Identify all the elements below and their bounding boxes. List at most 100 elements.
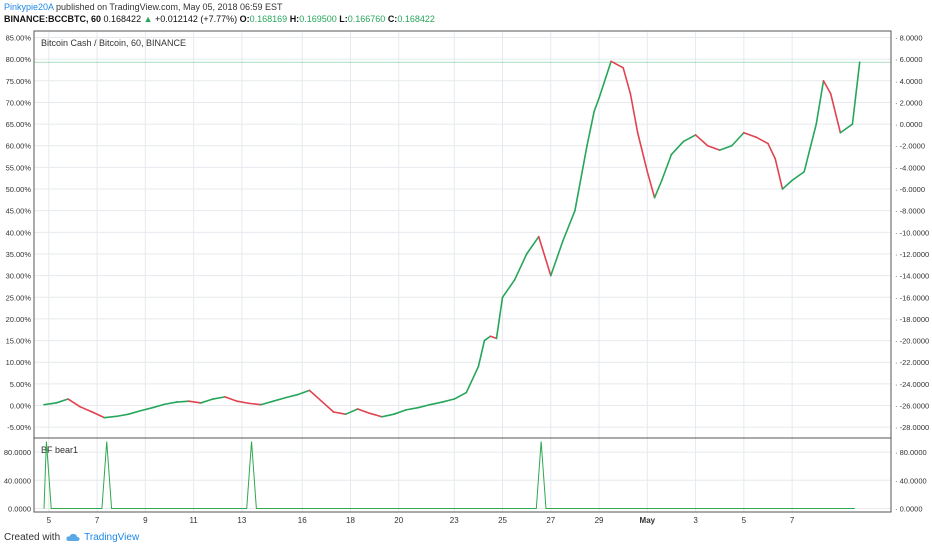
x-axis-tick-label: 11 (189, 516, 198, 525)
price-segment (417, 403, 431, 409)
left-axis-tick-label: 40.00% (6, 228, 32, 237)
price-segment (139, 406, 154, 412)
main-pane-border (33, 30, 892, 439)
price-segment (483, 335, 492, 342)
right-axis-tick-label: · -2.0000 (895, 142, 925, 151)
indicator-title: BF bear1 (41, 445, 78, 455)
price-segment (636, 131, 649, 173)
x-axis-tick-label: 16 (298, 516, 307, 525)
right-axis-tick-label: · -26.0000 (895, 402, 929, 411)
price-segment (308, 389, 323, 402)
price-segment (622, 67, 632, 95)
created-with-text: Created with (4, 532, 61, 543)
high-label: H: (289, 14, 300, 24)
right-axis-tick-label: · -8.0000 (895, 207, 925, 216)
indicator-series-line (43, 441, 855, 509)
right-axis-tick-label: · 8.0000 (895, 33, 923, 42)
price-segment (501, 279, 516, 299)
symbol-label: BINANCE:BCCBTC, 60 (4, 14, 102, 24)
price-segment (187, 400, 202, 404)
x-axis-tick-label: 29 (595, 516, 604, 525)
price-segment (453, 391, 468, 400)
price-segment (598, 60, 612, 99)
right-axis-tick-label: · -6.0000 (895, 185, 925, 194)
price-segment (429, 401, 443, 406)
price-segment (694, 134, 709, 147)
price-segment (224, 396, 238, 402)
x-axis-tick-label: 18 (346, 516, 355, 525)
x-axis-tick-label: 5 (47, 516, 52, 525)
left-axis-tick-label: 65.00% (6, 120, 32, 129)
price-segment (593, 97, 600, 112)
symbol-line: BINANCE:BCCBTC, 60 0.168422 ▲ +0.012142 … (4, 14, 435, 24)
price-change: +0.012142 (+7.77%) (155, 14, 238, 24)
price-segment (661, 153, 673, 182)
x-axis-tick-label: 20 (394, 516, 403, 525)
indicator-left-tick-label: 40.0000 (4, 476, 31, 485)
left-axis-tick-label: 35.00% (6, 250, 32, 259)
price-segment (320, 400, 335, 413)
indicator-left-tick-label: 80.0000 (4, 448, 31, 457)
price-segment (91, 411, 106, 419)
indicator-right-tick-label: · 80.0000 (895, 448, 927, 457)
author-link[interactable]: Pinkypie20A (4, 2, 54, 12)
publish-line: Pinkypie20A published on TradingView.com… (4, 2, 283, 12)
right-axis-tick-label: · -22.0000 (895, 358, 929, 367)
price-segment (115, 413, 130, 418)
left-axis-tick-label: 70.00% (6, 98, 32, 107)
x-axis-tick-label: 23 (450, 516, 459, 525)
price-segment (549, 240, 564, 277)
price-segment (260, 400, 275, 406)
x-axis-tick-label: 27 (546, 516, 555, 525)
tradingview-link[interactable]: TradingView (84, 532, 140, 543)
publish-text: published on TradingView.com, May 05, 20… (53, 2, 283, 12)
price-segment (296, 389, 311, 396)
price-segment (393, 409, 407, 415)
right-axis-tick-label: · 0.0000 (895, 120, 923, 129)
price-segment (682, 134, 697, 143)
x-axis-tick-label: 3 (693, 516, 698, 525)
right-axis-tick-label: · -10.0000 (895, 228, 929, 237)
price-segment (755, 136, 769, 145)
left-axis-tick-label: 25.00% (6, 293, 32, 302)
price-segment (79, 406, 94, 413)
price-segment (513, 253, 528, 281)
right-axis-tick-label: · 4.0000 (895, 77, 923, 86)
price-segment (767, 142, 777, 160)
right-axis-tick-label: · -20.0000 (895, 337, 929, 346)
right-axis-tick-label: · -28.0000 (895, 423, 929, 432)
price-segment (586, 110, 596, 147)
price-segment (236, 400, 250, 405)
price-segment (441, 398, 456, 403)
price-segment (163, 401, 178, 406)
left-axis-tick-label: 80.00% (6, 55, 32, 64)
indicator-left-tick-label: 0.0000 (8, 504, 31, 513)
price-segment (368, 412, 383, 418)
price-segment (803, 123, 818, 173)
price-segment (743, 131, 757, 138)
price-segment (537, 235, 552, 277)
price-segment (774, 157, 784, 190)
left-axis-tick-label: 75.00% (6, 77, 32, 86)
left-axis-tick-label: 30.00% (6, 272, 32, 281)
price-segment (791, 170, 805, 182)
x-axis-tick-label: May (640, 516, 656, 525)
price-segment (248, 402, 262, 406)
right-axis-tick-label: · 6.0000 (895, 55, 923, 64)
price-segment (815, 79, 825, 125)
price-segment (706, 144, 721, 151)
price-segment (43, 402, 57, 406)
up-arrow-icon: ▲ (143, 14, 153, 24)
price-segment (332, 411, 347, 415)
indicator-right-tick-label: · 0.0000 (895, 504, 923, 513)
left-axis-tick-label: 15.00% (6, 337, 32, 346)
price-segment (344, 408, 359, 415)
price-segment (629, 92, 639, 134)
price-segment (822, 79, 832, 95)
right-axis-tick-label: · -18.0000 (895, 315, 929, 324)
left-axis-tick-label: 10.00% (6, 358, 32, 367)
price-segment (670, 140, 685, 156)
price-segment (103, 415, 118, 419)
left-axis-tick-label: 55.00% (6, 163, 32, 172)
